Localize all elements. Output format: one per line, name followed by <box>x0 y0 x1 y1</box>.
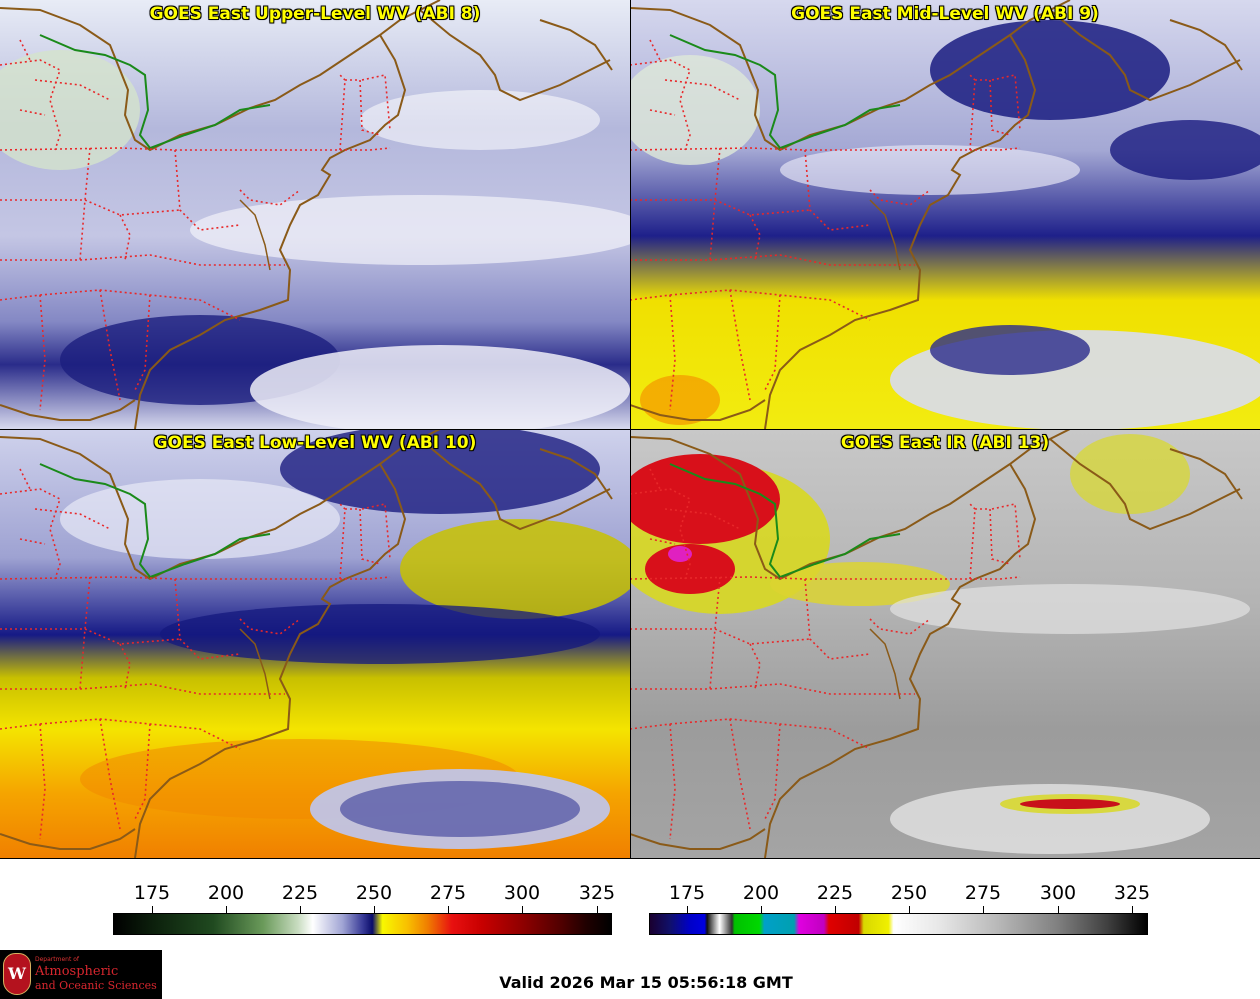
upper-level-wv-image <box>0 0 630 429</box>
ir-colorbar-ticks: 175 200 225 250 275 300 325 <box>649 880 1151 906</box>
tick-label: 300 <box>1039 882 1077 904</box>
ir-image <box>630 429 1260 858</box>
panel-upper-level-wv: GOES East Upper-Level WV (ABI 8) <box>0 0 630 429</box>
tick-label: 300 <box>503 882 541 904</box>
logo-department-text: Department of <box>35 956 79 963</box>
tick-label: 200 <box>207 882 245 904</box>
logo-line-2: and Oceanic Sciences <box>35 979 157 992</box>
tick-mark <box>687 906 688 913</box>
panel-mid-level-wv: GOES East Mid-Level WV (ABI 9) <box>630 0 1260 429</box>
tick-mark <box>448 906 449 913</box>
tick-mark <box>1058 906 1059 913</box>
wv-colorbar-ticks: 175 200 225 250 275 300 325 <box>113 880 616 906</box>
tick-label: 250 <box>355 882 393 904</box>
panel-title: GOES East Mid-Level WV (ABI 9) <box>791 4 1099 24</box>
tick-mark <box>300 906 301 913</box>
logo-line-1: Atmospheric <box>35 964 119 979</box>
wv-colorbar: 175 200 225 250 275 300 325 <box>113 880 616 950</box>
tick-label: 275 <box>964 882 1002 904</box>
tick-mark <box>909 906 910 913</box>
panel-title: GOES East Low-Level WV (ABI 10) <box>153 433 477 453</box>
panel-divider-bottom <box>0 858 1260 859</box>
low-level-wv-image <box>0 429 630 858</box>
tick-label: 325 <box>1113 882 1151 904</box>
tick-mark <box>761 906 762 913</box>
tick-label: 200 <box>742 882 780 904</box>
panel-low-level-wv: GOES East Low-Level WV (ABI 10) <box>0 429 630 858</box>
tick-mark <box>597 906 598 913</box>
tick-mark <box>1132 906 1133 913</box>
tick-mark <box>522 906 523 913</box>
panel-title: GOES East Upper-Level WV (ABI 8) <box>149 4 481 24</box>
tick-mark <box>152 906 153 913</box>
tick-label: 275 <box>429 882 467 904</box>
tick-label: 175 <box>668 882 706 904</box>
wv-colorbar-gradient <box>113 913 612 935</box>
ir-colorbar: 175 200 225 250 275 300 325 <box>649 880 1151 950</box>
uw-aos-logo: W Department of Atmospheric and Oceanic … <box>0 950 162 999</box>
tick-mark <box>226 906 227 913</box>
tick-label: 225 <box>816 882 854 904</box>
ir-colorbar-gradient <box>649 913 1148 935</box>
tick-label: 250 <box>890 882 928 904</box>
tick-label: 175 <box>133 882 171 904</box>
panel-ir: GOES East IR (ABI 13) <box>630 429 1260 858</box>
mid-level-wv-image <box>630 0 1260 429</box>
panel-divider-horizontal <box>0 429 1260 430</box>
tick-label: 325 <box>578 882 616 904</box>
tick-mark <box>374 906 375 913</box>
uw-seal-icon: W <box>3 953 31 995</box>
tick-label: 225 <box>281 882 319 904</box>
tick-mark <box>835 906 836 913</box>
valid-time: Valid 2026 Mar 15 05:56:18 GMT <box>499 973 793 992</box>
tick-mark <box>983 906 984 913</box>
panel-title: GOES East IR (ABI 13) <box>840 433 1050 453</box>
